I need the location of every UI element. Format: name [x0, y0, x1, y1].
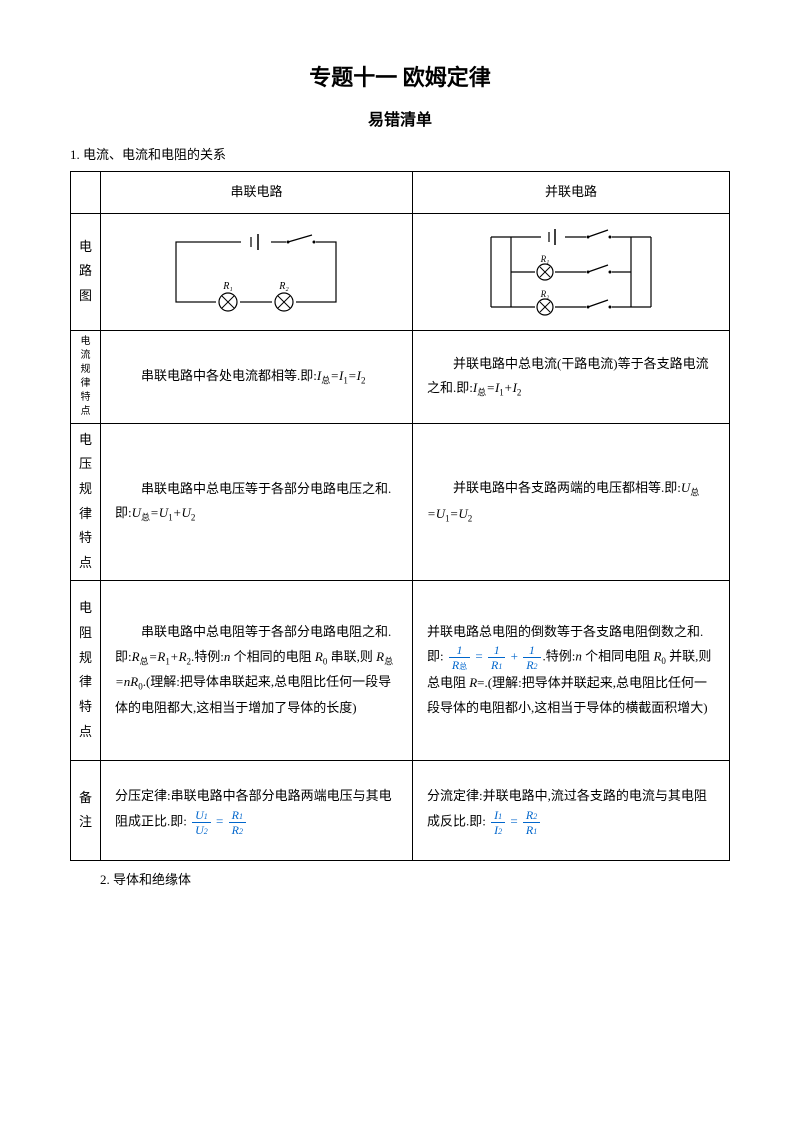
- fraction-icon: I1I2: [491, 809, 505, 836]
- svg-text:R₂: R₂: [540, 289, 550, 299]
- fraction-icon: 1R2: [523, 644, 540, 671]
- rowlabel-resistance: 电阻规律特点: [71, 580, 101, 760]
- col-series: 串联电路: [101, 172, 413, 214]
- page-title: 专题十一 欧姆定律: [70, 60, 730, 92]
- page-subtitle: 易错清单: [70, 106, 730, 130]
- series-circuit-icon: R₁ R₂: [156, 227, 356, 317]
- row-note: 备注 分压定律:串联电路中各部分电路两端电压与其电阻成正比.即: U1U2 = …: [71, 760, 730, 860]
- note-parallel: 分流定律:并联电路中,流过各支路的电流与其电阻成反比.即: I1I2 = R2R…: [412, 760, 729, 860]
- current-series: 串联电路中各处电流都相等.即:I总=I1=I2: [101, 330, 413, 423]
- series-diagram: R₁ R₂: [101, 213, 413, 330]
- section-1-heading: 1. 电流、电流和电阻的关系: [70, 144, 730, 163]
- resistance-series: 串联电路中总电阻等于各部分电路电阻之和.即:R总=R1+R2.特例:n 个相同的…: [101, 580, 413, 760]
- row-current: 电流规律特点 串联电路中各处电流都相等.即:I总=I1=I2 并联电路中总电流(…: [71, 330, 730, 423]
- voltage-series: 串联电路中总电压等于各部分电路电压之和.即:U总=U1+U2: [101, 423, 413, 580]
- parallel-circuit-icon: R₁ R₂: [471, 222, 671, 322]
- note-series: 分压定律:串联电路中各部分电路两端电压与其电阻成正比.即: U1U2 = R1R…: [101, 760, 413, 860]
- row-voltage: 电压规律特点 串联电路中总电压等于各部分电路电压之和.即:U总=U1+U2 并联…: [71, 423, 730, 580]
- rowlabel-voltage: 电压规律特点: [71, 423, 101, 580]
- fraction-icon: R2R1: [523, 809, 540, 836]
- col-parallel: 并联电路: [412, 172, 729, 214]
- rowlabel-note: 备注: [71, 760, 101, 860]
- section-2-heading: 2. 导体和绝缘体: [70, 869, 730, 888]
- row-resistance: 电阻规律特点 串联电路中总电阻等于各部分电路电阻之和.即:R总=R1+R2.特例…: [71, 580, 730, 760]
- parallel-diagram: R₁ R₂: [412, 213, 729, 330]
- rowlabel-diagram: 电路图: [71, 213, 101, 330]
- corner-cell: [71, 172, 101, 214]
- header-row: 串联电路 并联电路: [71, 172, 730, 214]
- current-parallel: 并联电路中总电流(干路电流)等于各支路电流之和.即:I总=I1+I2: [412, 330, 729, 423]
- voltage-parallel: 并联电路中各支路两端的电压都相等.即:U总=U1=U2: [412, 423, 729, 580]
- svg-text:R₁: R₁: [223, 281, 234, 292]
- row-diagram: 电路图 R₁: [71, 213, 730, 330]
- rowlabel-current: 电流规律特点: [71, 330, 101, 423]
- fraction-icon: 1R总: [449, 644, 470, 671]
- fraction-icon: R1R2: [229, 809, 246, 836]
- resistance-parallel: 并联电路总电阻的倒数等于各支路电阻倒数之和.即: 1R总 = 1R1 + 1R2…: [412, 580, 729, 760]
- comparison-table: 串联电路 并联电路 电路图 R₁: [70, 171, 730, 861]
- fraction-icon: U1U2: [192, 809, 211, 836]
- svg-text:R₁: R₁: [540, 254, 550, 264]
- fraction-icon: 1R1: [488, 644, 505, 671]
- svg-text:R₂: R₂: [279, 281, 290, 292]
